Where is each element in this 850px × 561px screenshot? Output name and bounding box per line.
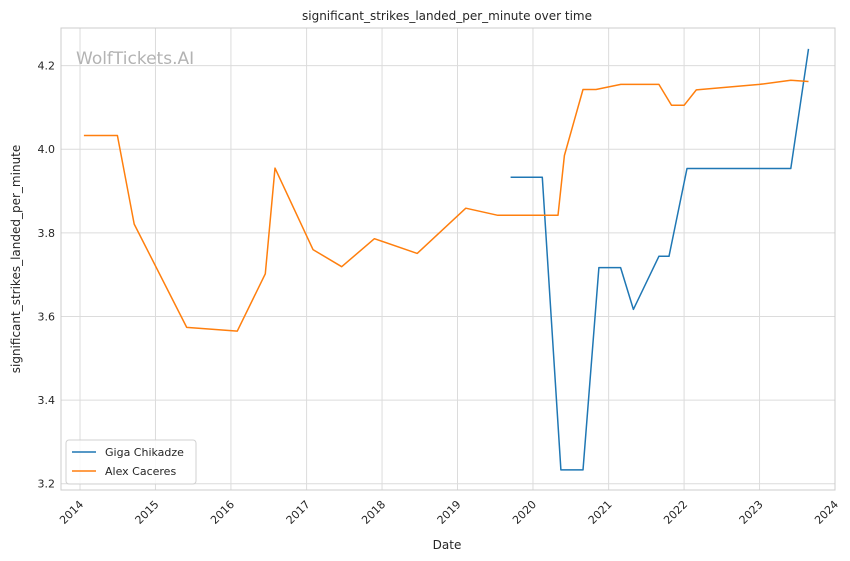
chart-title: significant_strikes_landed_per_minute ov… [302, 9, 592, 23]
legend: Giga Chikadze Alex Caceres [65, 439, 197, 485]
watermark-text: WolfTickets.AI [76, 49, 194, 69]
legend-label: Giga Chikadze [105, 446, 184, 459]
y-tick-label: 4.0 [38, 143, 56, 156]
y-tick-label: 3.2 [38, 478, 56, 491]
plot-area: WolfTickets.AI [60, 27, 836, 491]
y-tick-label: 3.6 [38, 310, 56, 323]
plot-frame [60, 27, 836, 491]
legend-label: Alex Caceres [105, 465, 176, 478]
plot-background [61, 28, 835, 490]
series-line-0 [510, 48, 810, 471]
y-tick-label: 3.8 [38, 227, 56, 240]
x-axis-label: Date [433, 538, 462, 552]
legend-box [65, 439, 197, 485]
series-line-1 [83, 79, 809, 332]
y-axis-ticks: 3.2 3.4 3.6 3.8 4.0 4.2 [38, 60, 56, 491]
y-tick-label: 3.4 [38, 394, 56, 407]
y-axis-label: significant_strikes_landed_per_minute [9, 145, 23, 374]
y-tick-label: 4.2 [38, 60, 56, 73]
series-lines [83, 48, 810, 471]
